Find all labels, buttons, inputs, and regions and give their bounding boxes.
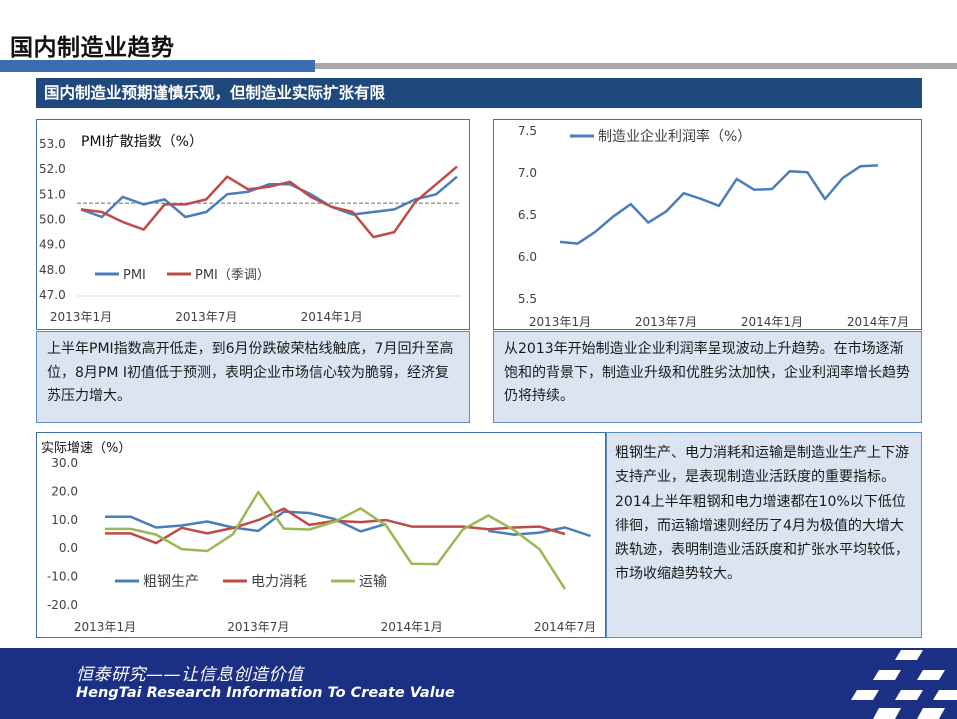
series-line: [488, 526, 591, 538]
y-tick-label: 20.0: [51, 484, 78, 498]
y-tick-label: 0.0: [59, 541, 78, 555]
x-tick-label: 2014年7月: [534, 620, 596, 634]
y-tick-label: 48.0: [39, 263, 66, 277]
footer-slogan-en: HengTai Research Information To Create V…: [76, 685, 455, 701]
legend-label: 运输: [359, 574, 387, 590]
series-line: [80, 175, 458, 219]
legend-label: 电力消耗: [251, 574, 307, 590]
y-tick-label: 30.0: [51, 456, 78, 470]
chart-title: PMI扩散指数（%）: [81, 134, 203, 150]
y-tick-label: 7.0: [518, 166, 537, 180]
x-tick-label: 2013年7月: [635, 315, 697, 329]
x-tick-label: 2013年7月: [227, 620, 289, 634]
x-tick-label: 2014年1月: [381, 620, 443, 634]
legend-label: 制造业企业利润率（%）: [598, 128, 751, 145]
y-tick-label: 49.0: [39, 238, 66, 252]
x-tick-label: 2013年1月: [529, 315, 591, 329]
x-tick-label: 2013年1月: [50, 310, 112, 324]
hengtai-logo-icon: [851, 650, 957, 719]
series-line: [559, 164, 879, 245]
y-tick-label: -10.0: [47, 570, 78, 584]
footer-slogan-cn: 恒泰研究——让信息创造价值: [76, 665, 304, 685]
profit-note: 从2013年开始制造业企业利润率呈现波动上升趋势。在市场逐渐饱和的背景下，制造业…: [493, 331, 922, 423]
y-tick-label: 53.0: [39, 137, 66, 151]
series-line: [105, 490, 567, 590]
x-tick-label: 2014年1月: [301, 310, 363, 324]
legend-label: 粗钢生产: [143, 574, 199, 590]
growth-chart-panel: 30.0 20.0 10.0 0.0 -10.0 -20.0 2013年1月 2013年7月 2…: [36, 432, 606, 638]
title-divider: [315, 63, 957, 69]
title-accent-bar: [0, 60, 315, 72]
legend-label: PMI: [123, 268, 146, 283]
growth-chart: 30.0 20.0 10.0 0.0 -10.0 -20.0 2013年1月 2013年7月 2…: [41, 441, 596, 634]
y-tick-label: 52.0: [39, 162, 66, 176]
y-tick-label: 5.5: [518, 292, 537, 306]
profit-chart: 7.5 7.0 6.5 6.0 5.5 2013年1月 2013年7月 2014年1月 2014…: [518, 124, 909, 329]
x-tick-label: 2013年1月: [74, 620, 136, 634]
pmi-note: 上半年PMI指数高开低走，到6月份跌破荣枯线触底，7月回升至高位，8月PM I初…: [36, 331, 470, 423]
x-tick-label: 2013年7月: [175, 310, 237, 324]
y-tick-label: -20.0: [47, 598, 78, 612]
chart-title: 实际增速（%）: [41, 441, 131, 456]
y-tick-label: 10.0: [51, 513, 78, 527]
y-tick-label: 7.5: [518, 124, 537, 138]
y-tick-label: 6.5: [518, 208, 537, 222]
series-line: [80, 165, 458, 239]
legend-label: PMI（季调）: [195, 268, 270, 283]
footer-band: [0, 648, 957, 719]
page-title: 国内制造业趋势: [10, 35, 175, 61]
growth-note: 粗钢生产、电力消耗和运输是制造业生产上下游支持产业，是表现制造业活跃度的重要指标…: [606, 432, 922, 638]
pmi-chart: 53.0 52.0 51.0 50.0 49.0 48.0 47.0 2013年1月 2013年…: [39, 134, 461, 324]
y-tick-label: 51.0: [39, 187, 66, 201]
y-tick-label: 47.0: [39, 288, 66, 302]
y-tick-label: 50.0: [39, 213, 66, 227]
x-tick-label: 2014年7月: [847, 315, 909, 329]
profit-chart-panel: 7.5 7.0 6.5 6.0 5.5 2013年1月 2013年7月 2014年1月 2014…: [493, 119, 922, 330]
section-subtitle: 国内制造业预期谨慎乐观，但制造业实际扩张有限: [36, 78, 922, 108]
pmi-chart-panel: 53.0 52.0 51.0 50.0 49.0 48.0 47.0 2013年1月 2013年…: [36, 119, 470, 330]
y-tick-label: 6.0: [518, 250, 537, 264]
x-tick-label: 2014年1月: [741, 315, 803, 329]
